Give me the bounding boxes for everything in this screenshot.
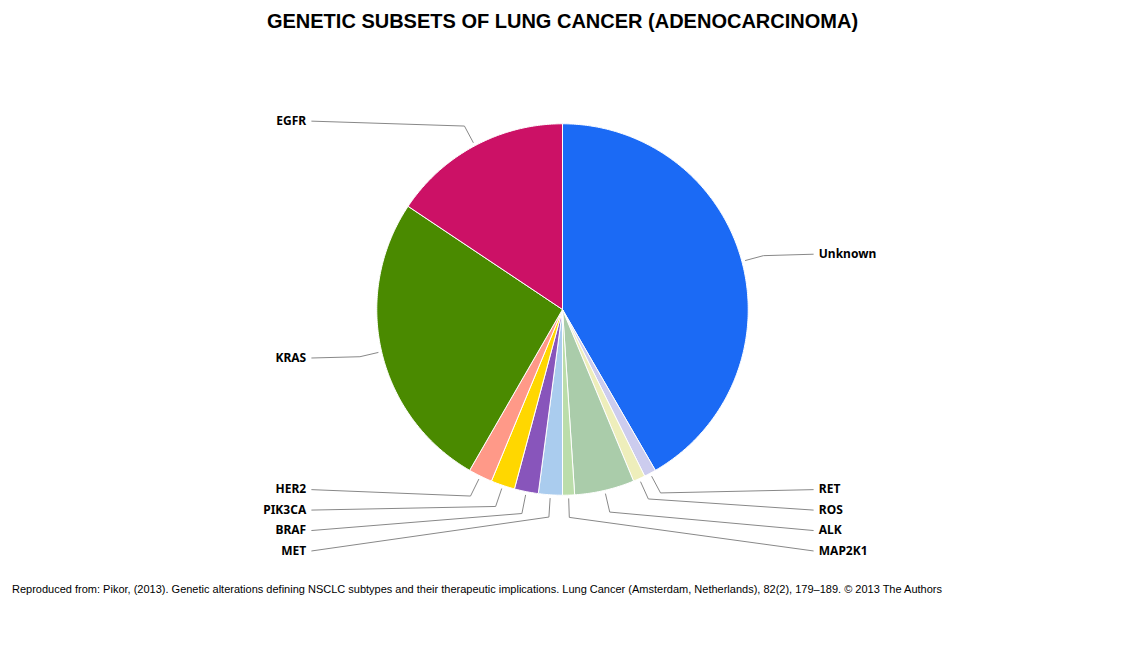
- svg-text:MET: MET: [281, 542, 306, 559]
- svg-text:ROS: ROS: [819, 501, 843, 518]
- html-text:Reproduced from: Pikor, (2013): Reproduced from: Pikor, (2013). Genetic …: [12, 583, 942, 595]
- svg-text:MAP2K1: MAP2K1: [819, 542, 868, 559]
- svg-text:KRAS: KRAS: [275, 349, 306, 366]
- svg-text:Unknown: Unknown: [819, 245, 876, 262]
- svg-text:EGFR: EGFR: [276, 112, 306, 129]
- svg-text:HER2: HER2: [276, 480, 307, 497]
- html-text:GENETIC SUBSETS OF LUNG CANCER: GENETIC SUBSETS OF LUNG CANCER (ADENOCAR…: [266, 10, 859, 32]
- svg-text:PIK3CA: PIK3CA: [263, 501, 307, 518]
- svg-text:BRAF: BRAF: [275, 521, 306, 538]
- svg-text:RET: RET: [819, 480, 841, 497]
- svg-text:ALK: ALK: [819, 521, 842, 538]
